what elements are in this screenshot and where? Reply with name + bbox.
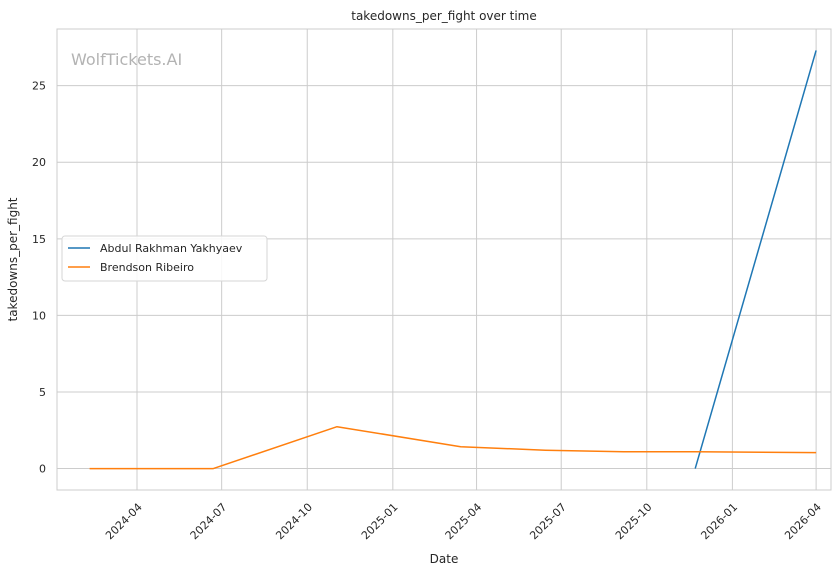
y-tick-label: 20 [32,156,46,169]
x-axis-title: Date [430,552,459,566]
legend: Abdul Rakhman Yakhyaev Brendson Ribeiro [61,235,268,282]
chart-title: takedowns_per_fight over time [351,9,537,23]
series-layer [89,50,817,470]
y-tick-label: 0 [39,463,46,476]
y-tick-label: 25 [32,80,46,93]
y-tick-label: 15 [32,233,46,246]
series-line [89,425,817,470]
y-axis-title: takedowns_per_fight [6,197,20,321]
grid [57,29,831,490]
watermark-text: WolfTickets.AI [71,50,182,69]
legend-box [61,235,268,282]
series-line [694,50,817,469]
y-tick-label: 5 [39,386,46,399]
y-tick-label: 10 [32,309,46,322]
legend-label: Brendson Ribeiro [100,261,194,274]
plot-frame [56,28,832,491]
legend-label: Abdul Rakhman Yakhyaev [100,242,243,255]
